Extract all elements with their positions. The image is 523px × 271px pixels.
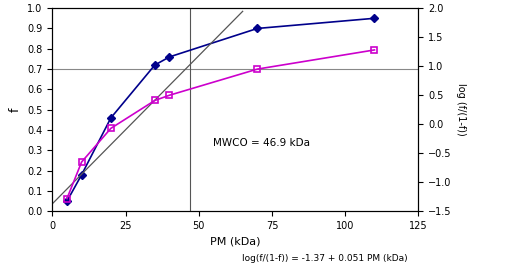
Y-axis label: log (f/(1-f)): log (f/(1-f)) <box>456 83 465 136</box>
Text: log(f/(1-f)) = -1.37 + 0.051 PM (kDa): log(f/(1-f)) = -1.37 + 0.051 PM (kDa) <box>242 254 408 263</box>
Text: MWCO = 46.9 kDa: MWCO = 46.9 kDa <box>213 138 310 148</box>
Y-axis label: f: f <box>9 108 21 112</box>
X-axis label: PM (kDa): PM (kDa) <box>210 237 260 247</box>
